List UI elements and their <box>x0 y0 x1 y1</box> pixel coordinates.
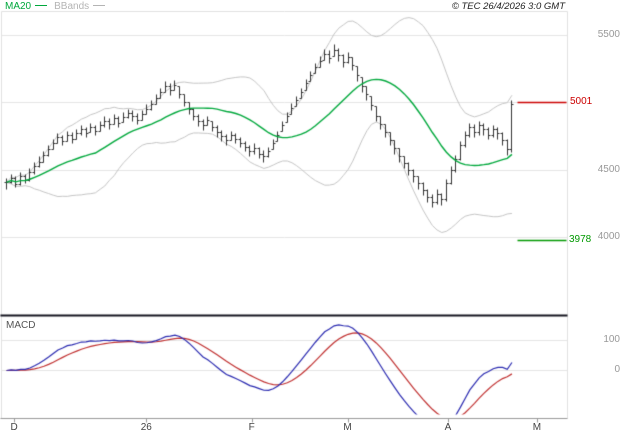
ma20-line-swatch <box>35 4 48 6</box>
ma20-legend-label: MA20 <box>5 1 32 12</box>
bbands-line-swatch <box>93 4 106 6</box>
level-label-3978: 3978 <box>569 234 592 245</box>
level-label-5001: 5001 <box>570 96 593 107</box>
macd-tick-100: 100 <box>603 334 620 345</box>
copyright-text: © TEC 26/4/2026 3:0 GMT <box>451 1 565 12</box>
x-axis-label-5: M <box>532 422 542 433</box>
price-tick-5500: 5500 <box>597 29 620 40</box>
x-axis-label-3: M <box>343 422 352 433</box>
bbands-legend-label: BBands <box>54 1 90 12</box>
macd-tick-0: 0 <box>614 364 620 375</box>
legend: MA20 BBands <box>5 2 112 12</box>
price-tick-4500: 4500 <box>597 164 620 175</box>
x-axis-label-0: D <box>10 422 18 433</box>
price-tick-4000: 4000 <box>597 231 620 242</box>
x-axis-label-4: A <box>444 422 452 433</box>
x-axis-label-2: F <box>248 422 255 433</box>
macd-panel-label: MACD <box>6 320 36 331</box>
x-axis-label-1: 26 <box>140 422 152 433</box>
